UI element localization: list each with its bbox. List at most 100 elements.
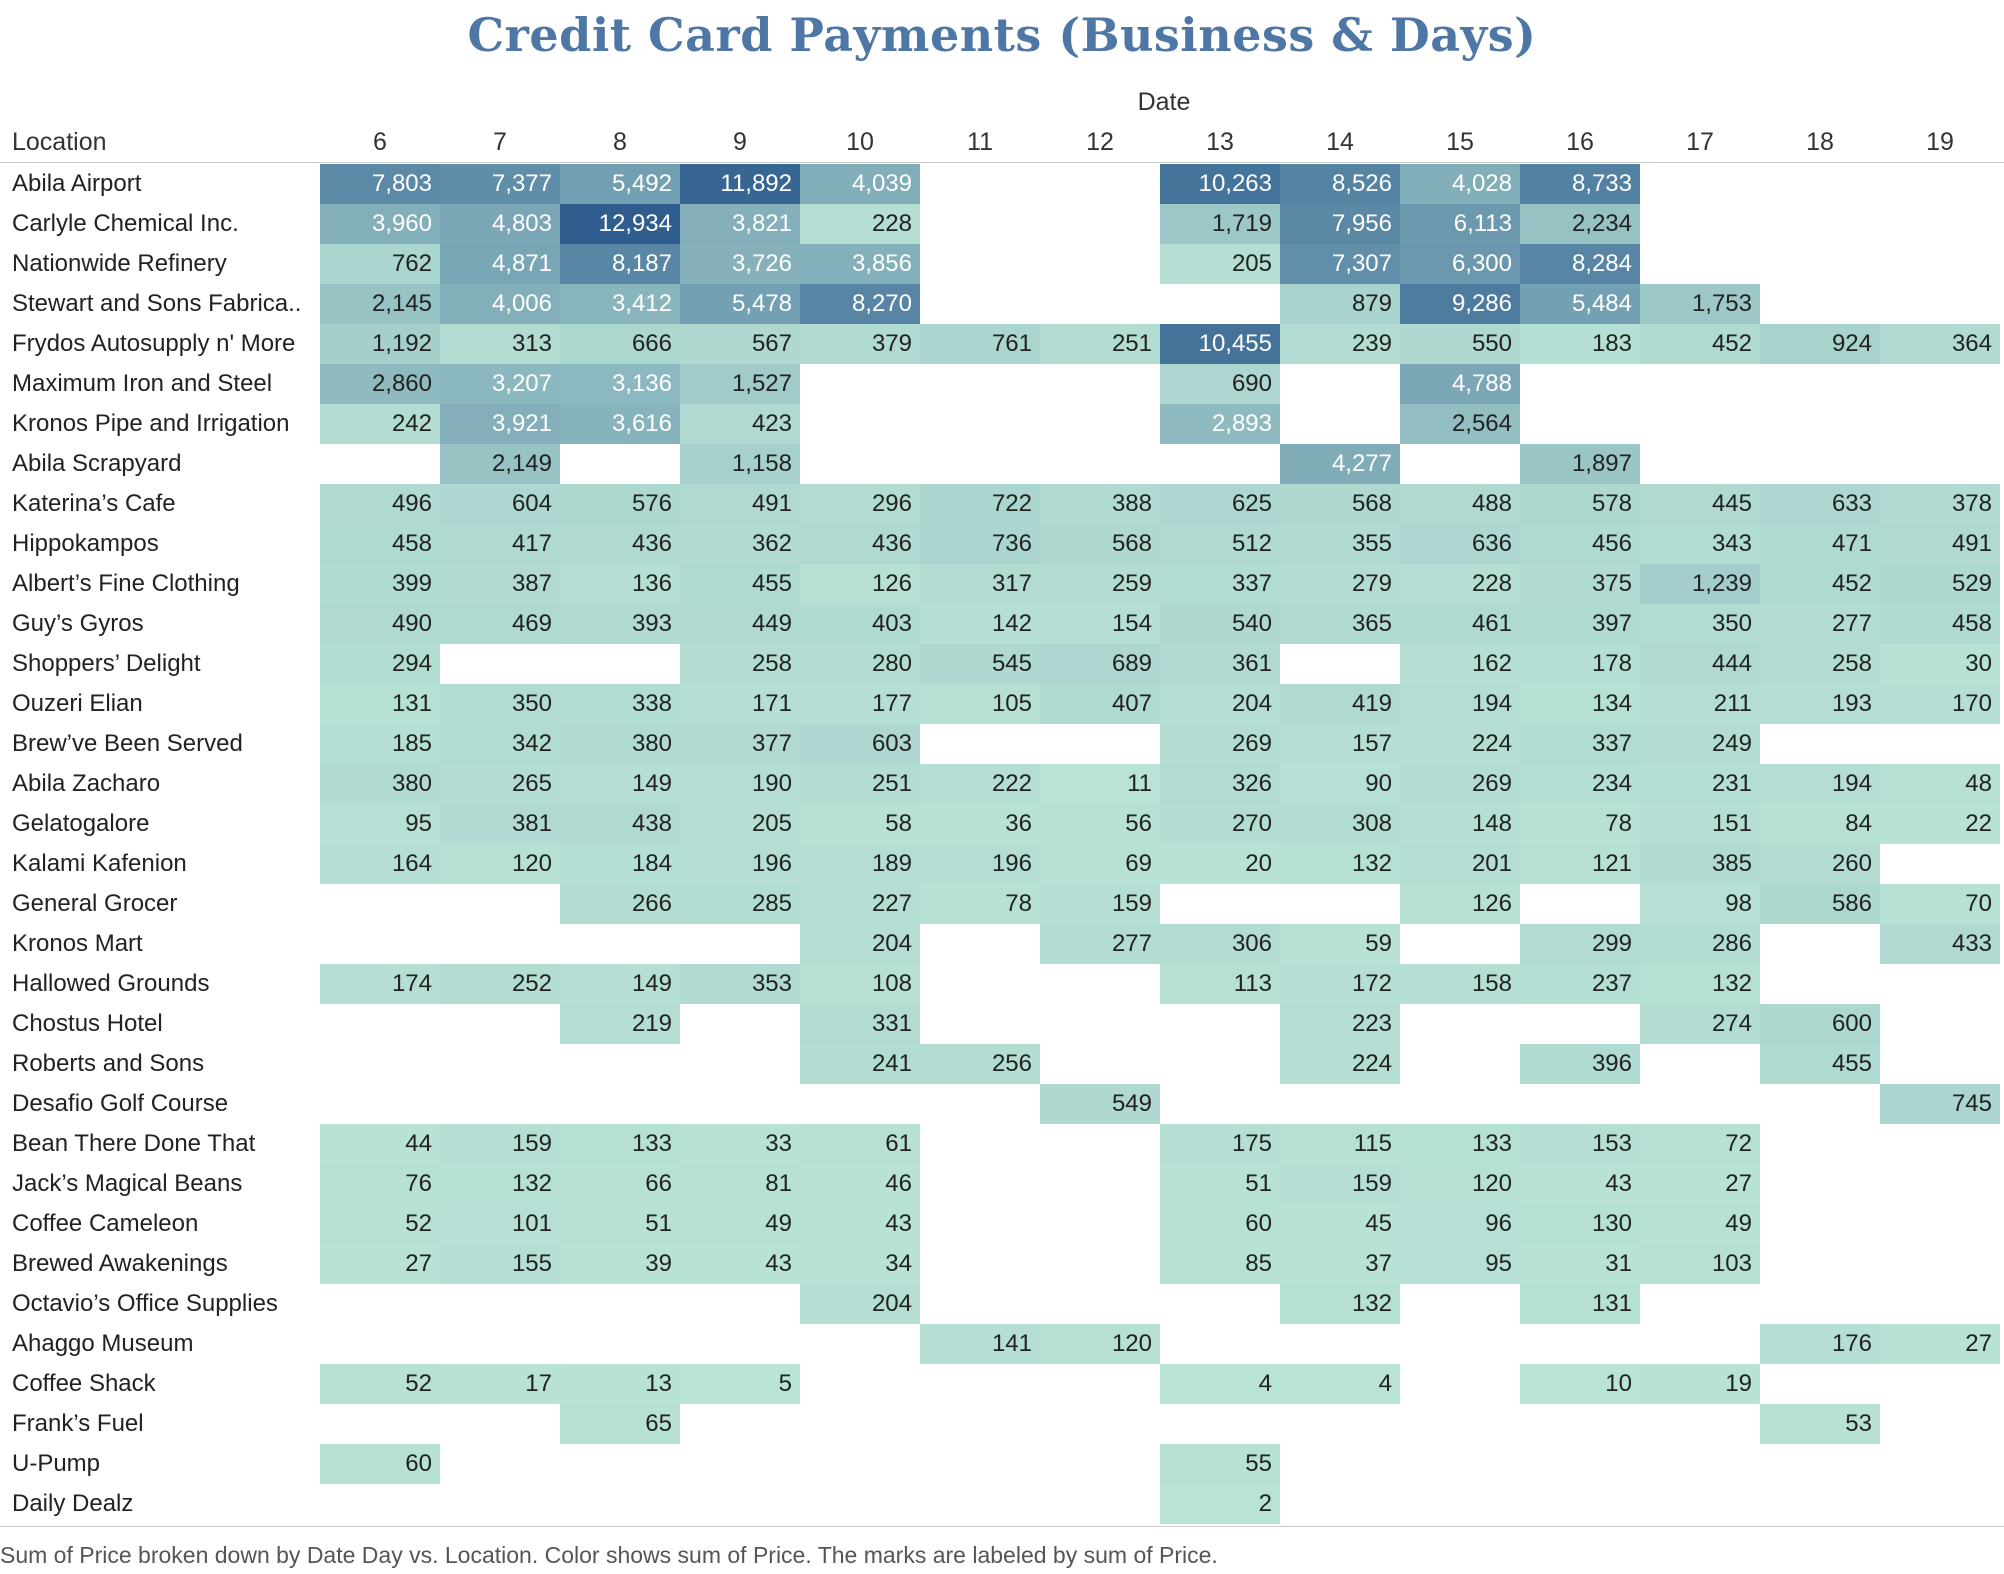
column-label: 18 <box>1806 128 1834 156</box>
column-label: 15 <box>1446 128 1474 156</box>
row-label: Kalami Kafenion <box>12 850 187 877</box>
heatmap-cell: 419 <box>1280 684 1400 724</box>
row-label: U-Pump <box>12 1450 101 1477</box>
heatmap-cell: 8,270 <box>800 284 920 324</box>
heatmap-cell: 31 <box>1520 1244 1640 1284</box>
header-divider <box>0 162 2004 163</box>
heatmap-cell: 105 <box>920 684 1040 724</box>
heatmap-cell: 95 <box>1400 1244 1520 1284</box>
heatmap-cell: 172 <box>1280 964 1400 1004</box>
heatmap-cell: 219 <box>560 1004 680 1044</box>
column-label: 19 <box>1926 128 1954 156</box>
row-label: Coffee Cameleon <box>12 1210 199 1237</box>
heatmap-cell: 22 <box>1880 804 2000 844</box>
heatmap-cell: 205 <box>680 804 800 844</box>
heatmap-cell: 36 <box>920 804 1040 844</box>
heatmap-cell: 2 <box>1160 1484 1280 1524</box>
heatmap-cell: 2,893 <box>1160 404 1280 444</box>
heatmap-cell: 380 <box>560 724 680 764</box>
heatmap-cell: 164 <box>320 844 440 884</box>
heatmap-cell: 337 <box>1160 564 1280 604</box>
heatmap-cell: 237 <box>1520 964 1640 1004</box>
heatmap-cell: 153 <box>1520 1124 1640 1164</box>
heatmap-cell: 190 <box>680 764 800 804</box>
heatmap-cell: 151 <box>1640 804 1760 844</box>
heatmap-cell: 879 <box>1280 284 1400 324</box>
heatmap-cell: 159 <box>440 1124 560 1164</box>
column-header: Date <box>1137 88 1191 116</box>
heatmap-cell: 1,527 <box>680 364 800 404</box>
heatmap-cell: 13 <box>560 1364 680 1404</box>
heatmap-cell: 458 <box>1880 604 2000 644</box>
heatmap-cell: 10 <box>1520 1364 1640 1404</box>
heatmap-cell: 256 <box>920 1044 1040 1084</box>
heatmap-cell: 132 <box>1280 844 1400 884</box>
column-label: 14 <box>1326 128 1354 156</box>
heatmap-cell: 242 <box>320 404 440 444</box>
heatmap-cell: 5 <box>680 1364 800 1404</box>
heatmap-cell: 745 <box>1880 1084 2000 1124</box>
column-label: 13 <box>1206 128 1234 156</box>
heatmap-cell: 249 <box>1640 724 1760 764</box>
heatmap-cell: 490 <box>320 604 440 644</box>
heatmap-cell: 4,039 <box>800 164 920 204</box>
heatmap-cell: 3,726 <box>680 244 800 284</box>
heatmap-cell: 222 <box>920 764 1040 804</box>
heatmap-cell: 469 <box>440 604 560 644</box>
heatmap-cell: 722 <box>920 484 1040 524</box>
row-label: Gelatogalore <box>12 810 150 837</box>
heatmap-cell: 52 <box>320 1364 440 1404</box>
heatmap-cell: 3,136 <box>560 364 680 404</box>
column-label: 8 <box>613 128 627 156</box>
heatmap-cell: 423 <box>680 404 800 444</box>
heatmap-cell: 120 <box>1040 1324 1160 1364</box>
heatmap-cell: 438 <box>560 804 680 844</box>
row-label: Hippokampos <box>12 530 159 557</box>
heatmap-cell: 224 <box>1400 724 1520 764</box>
heatmap-cell: 3,412 <box>560 284 680 324</box>
heatmap-cell: 444 <box>1640 644 1760 684</box>
heatmap-cell: 45 <box>1280 1204 1400 1244</box>
heatmap-cell: 274 <box>1640 1004 1760 1044</box>
heatmap-cell: 201 <box>1400 844 1520 884</box>
heatmap-cell: 1,158 <box>680 444 800 484</box>
heatmap-cell: 4,277 <box>1280 444 1400 484</box>
heatmap-cell: 10,263 <box>1160 164 1280 204</box>
heatmap-cell: 280 <box>800 644 920 684</box>
heatmap-cell: 455 <box>1760 1044 1880 1084</box>
heatmap-cell: 1,719 <box>1160 204 1280 244</box>
heatmap-cell: 5,478 <box>680 284 800 324</box>
heatmap-cell: 132 <box>1280 1284 1400 1324</box>
heatmap-cell: 364 <box>1880 324 2000 364</box>
column-label: 17 <box>1686 128 1714 156</box>
heatmap-cell: 4,803 <box>440 204 560 244</box>
heatmap-cell: 259 <box>1040 564 1160 604</box>
heatmap-cell: 586 <box>1760 884 1880 924</box>
heatmap-cell: 194 <box>1760 764 1880 804</box>
heatmap-cell: 1,897 <box>1520 444 1640 484</box>
heatmap-cell: 132 <box>440 1164 560 1204</box>
row-label: Brew’ve Been Served <box>12 730 243 757</box>
heatmap-cell: 224 <box>1280 1044 1400 1084</box>
heatmap-cell: 603 <box>800 724 920 764</box>
heatmap-cell: 223 <box>1280 1004 1400 1044</box>
heatmap-cell: 540 <box>1160 604 1280 644</box>
heatmap-cell: 228 <box>1400 564 1520 604</box>
heatmap-cell: 48 <box>1880 764 2000 804</box>
heatmap-cell: 350 <box>1640 604 1760 644</box>
row-label: Desafio Golf Course <box>12 1090 229 1117</box>
heatmap-cell: 342 <box>440 724 560 764</box>
heatmap-cell: 417 <box>440 524 560 564</box>
row-label: Roberts and Sons <box>12 1050 205 1077</box>
heatmap-cell: 176 <box>1760 1324 1880 1364</box>
heatmap-cell: 3,856 <box>800 244 920 284</box>
heatmap-cell: 205 <box>1160 244 1280 284</box>
heatmap-cell: 690 <box>1160 364 1280 404</box>
heatmap-cell: 131 <box>1520 1284 1640 1324</box>
row-label: Bean There Done That <box>12 1130 256 1157</box>
heatmap-cell: 44 <box>320 1124 440 1164</box>
chart-title: Credit Card Payments (Business & Days) <box>467 8 1537 62</box>
heatmap-cell: 149 <box>560 964 680 1004</box>
heatmap-cell: 545 <box>920 644 1040 684</box>
heatmap-cell: 7,307 <box>1280 244 1400 284</box>
